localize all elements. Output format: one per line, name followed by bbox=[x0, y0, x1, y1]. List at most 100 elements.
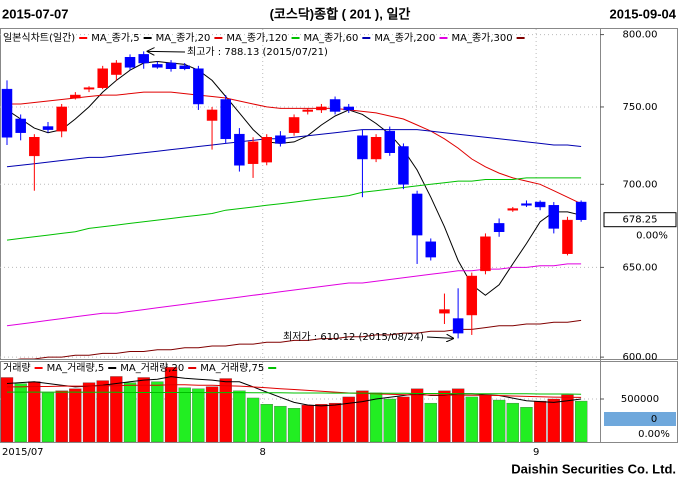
y-tick-label: 750.00 bbox=[623, 102, 658, 113]
candle-body bbox=[70, 94, 81, 99]
volume-bar bbox=[383, 398, 396, 442]
volume-bar bbox=[301, 404, 314, 442]
candle-body bbox=[466, 275, 478, 316]
header-title: (코스닥)종합 ( 201 ), 일간 bbox=[270, 6, 411, 21]
candle-body bbox=[370, 137, 382, 160]
candle-body bbox=[425, 241, 437, 258]
y-tick-label: 800.00 bbox=[623, 30, 658, 41]
annotation-arrow bbox=[148, 51, 186, 52]
candle-body bbox=[1, 88, 13, 138]
candle-body bbox=[15, 118, 26, 133]
volume-bar bbox=[356, 390, 369, 442]
volume-bar bbox=[410, 388, 424, 442]
candle-body bbox=[29, 137, 40, 157]
start-date: 2015-07-07 bbox=[2, 6, 69, 21]
candle-body bbox=[411, 193, 423, 236]
volume-bar bbox=[274, 405, 287, 442]
last-price: 678.25 bbox=[623, 215, 658, 226]
ma-line bbox=[7, 384, 582, 398]
candle-body bbox=[83, 87, 95, 90]
x-tick-label: 8 bbox=[260, 447, 266, 458]
legend-label: MA_종가,60 bbox=[304, 32, 359, 44]
candle-body bbox=[507, 208, 519, 211]
candle-body bbox=[152, 64, 163, 68]
volume-bar bbox=[561, 394, 574, 442]
footer: Daishin Securities Co. Ltd. bbox=[511, 461, 676, 476]
candle-body bbox=[439, 309, 450, 314]
volume-bar bbox=[451, 388, 465, 442]
candle-body bbox=[42, 126, 54, 130]
volume-bar bbox=[506, 402, 519, 442]
end-date: 2015-09-04 bbox=[610, 6, 677, 21]
legend-label: MA_종가,5 bbox=[91, 32, 139, 44]
candle-body bbox=[452, 318, 464, 334]
volume-change: 0.00% bbox=[638, 429, 670, 440]
last-volume: 0 bbox=[651, 414, 657, 425]
volume-bar bbox=[123, 382, 137, 442]
volume-bar bbox=[342, 396, 355, 442]
volume-bar bbox=[137, 377, 150, 442]
volume-bar bbox=[96, 380, 109, 442]
volume-bar bbox=[110, 376, 123, 442]
volume-bar bbox=[14, 383, 27, 442]
volume-bar bbox=[520, 407, 533, 442]
legend-label: MA_거래량,20 bbox=[120, 362, 184, 374]
x-tick-label: 9 bbox=[533, 447, 539, 458]
candle-body bbox=[521, 203, 532, 206]
candle-body bbox=[398, 146, 409, 185]
volume-bar bbox=[533, 400, 547, 442]
candle-body bbox=[138, 54, 149, 64]
y-tick-label: 700.00 bbox=[623, 179, 658, 190]
candle-body bbox=[206, 109, 218, 121]
volume-bar bbox=[465, 396, 478, 442]
ma-line bbox=[7, 391, 582, 395]
candle-body bbox=[179, 65, 190, 69]
y-tick-label: 500000 bbox=[621, 394, 659, 405]
volume-bar bbox=[219, 378, 232, 442]
volume-bar bbox=[55, 390, 68, 442]
candle-body bbox=[493, 223, 505, 232]
annotation-max: 최고가 : 788.13 (2015/07/21) bbox=[187, 46, 328, 58]
legend-label: MA_종가,200 bbox=[374, 32, 435, 44]
volume-bar bbox=[41, 392, 55, 442]
candle-body bbox=[316, 106, 327, 111]
candle-body bbox=[56, 106, 67, 132]
ma-line bbox=[6, 177, 582, 241]
volume-bar bbox=[28, 381, 41, 442]
candle-body bbox=[480, 236, 491, 272]
candle-body bbox=[329, 99, 341, 112]
legend-label: MA_거래량,75 bbox=[200, 362, 264, 374]
volume-bar bbox=[164, 367, 178, 442]
annotation-min: 최저가 : 610.12 (2015/08/24) bbox=[283, 331, 424, 343]
volume-bar bbox=[287, 408, 301, 442]
ma-line bbox=[6, 129, 582, 168]
volume-bar bbox=[205, 386, 219, 442]
candle-body bbox=[288, 117, 300, 133]
ma-line bbox=[6, 60, 582, 296]
volume-bar bbox=[424, 402, 437, 442]
legend-label: MA_종가,300 bbox=[451, 32, 512, 44]
volume-bar bbox=[438, 390, 451, 442]
candle-body bbox=[124, 56, 136, 68]
legend-label: MA_거래량,5 bbox=[47, 362, 105, 374]
volume-bar bbox=[397, 396, 410, 442]
candle-body bbox=[220, 99, 231, 140]
y-tick-label: 650.00 bbox=[623, 262, 658, 273]
legend-label: MA_종가,120 bbox=[226, 32, 287, 44]
legend-label: MA_종가,20 bbox=[156, 32, 211, 44]
candle-body bbox=[193, 68, 204, 105]
volume-bar bbox=[0, 377, 14, 442]
x-tick-label: 2015/07 bbox=[2, 447, 44, 458]
candle-body bbox=[275, 135, 286, 144]
legend-label: 거래량 bbox=[3, 362, 31, 374]
volume-bar bbox=[178, 387, 191, 442]
last-volume-box bbox=[604, 412, 676, 426]
volume-bar bbox=[233, 390, 246, 442]
volume-bar bbox=[192, 388, 205, 442]
volume-bar bbox=[479, 394, 492, 442]
candle-body bbox=[97, 68, 108, 88]
candle-body bbox=[534, 201, 546, 208]
last-price-box bbox=[603, 212, 677, 228]
candle-body bbox=[384, 130, 396, 153]
